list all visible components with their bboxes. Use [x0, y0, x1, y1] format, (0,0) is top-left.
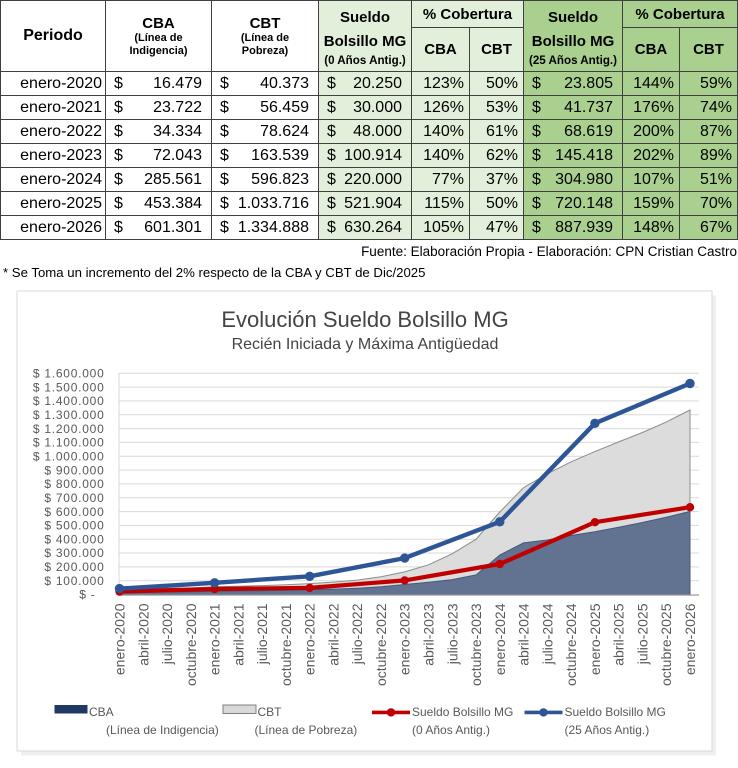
svg-text:(0 Años Antig.): (0 Años Antig.): [412, 723, 490, 737]
svg-text:$ 900.000: $ 900.000: [44, 463, 104, 477]
svg-text:$ 200.000: $ 200.000: [44, 560, 104, 574]
svg-text:Sueldo Bolsillo MG: Sueldo Bolsillo MG: [412, 705, 513, 719]
svg-text:Recién Iniciada y Máxima Antig: Recién Iniciada y Máxima Antigüedad: [232, 336, 499, 353]
svg-text:$ 1.100.000: $ 1.100.000: [33, 436, 105, 450]
svg-text:(Línea de Indigencia): (Línea de Indigencia): [106, 723, 219, 737]
svg-text:octubre-2020: octubre-2020: [183, 603, 199, 686]
svg-text:$ 1.400.000: $ 1.400.000: [33, 394, 105, 408]
svg-text:enero-2024: enero-2024: [492, 603, 508, 675]
svg-text:abril-2020: abril-2020: [135, 603, 151, 665]
svg-text:enero-2025: enero-2025: [587, 603, 603, 675]
svg-text:$ 500.000: $ 500.000: [44, 519, 104, 533]
svg-text:julio-2025: julio-2025: [634, 603, 650, 665]
svg-text:enero-2020: enero-2020: [112, 603, 128, 675]
svg-text:$ 1.300.000: $ 1.300.000: [33, 408, 105, 422]
svg-text:$ 400.000: $ 400.000: [44, 532, 104, 546]
svg-text:enero-2023: enero-2023: [397, 603, 413, 675]
svg-text:$ 1.500.000: $ 1.500.000: [33, 380, 105, 394]
svg-text:$ 1.000.000: $ 1.000.000: [33, 449, 105, 463]
svg-text:abril-2025: abril-2025: [611, 603, 627, 665]
svg-text:julio-2023: julio-2023: [444, 603, 460, 665]
svg-text:$ 1.200.000: $ 1.200.000: [33, 422, 105, 436]
svg-text:$ -: $ -: [79, 588, 95, 602]
svg-text:Evolución Sueldo Bolsillo MG: Evolución Sueldo Bolsillo MG: [221, 307, 508, 332]
svg-text:$ 100.000: $ 100.000: [44, 574, 104, 588]
svg-text:(Línea de Pobreza): (Línea de Pobreza): [255, 723, 358, 737]
svg-text:$ 600.000: $ 600.000: [44, 505, 104, 519]
svg-text:enero-2026: enero-2026: [682, 603, 698, 675]
svg-text:abril-2023: abril-2023: [421, 603, 437, 665]
svg-text:julio-2024: julio-2024: [539, 603, 555, 665]
svg-text:enero-2021: enero-2021: [207, 603, 223, 675]
svg-text:CBA: CBA: [89, 705, 114, 719]
svg-text:octubre-2023: octubre-2023: [468, 603, 484, 686]
svg-text:abril-2021: abril-2021: [230, 603, 246, 665]
svg-text:CBT: CBT: [258, 705, 283, 719]
svg-text:$ 700.000: $ 700.000: [44, 491, 104, 505]
svg-text:julio-2020: julio-2020: [159, 603, 175, 665]
svg-text:julio-2022: julio-2022: [349, 603, 365, 665]
svg-text:octubre-2022: octubre-2022: [373, 603, 389, 686]
svg-text:enero-2022: enero-2022: [302, 603, 318, 675]
svg-text:julio-2021: julio-2021: [254, 603, 270, 665]
svg-text:(25 Años Antig.): (25 Años Antig.): [565, 723, 650, 737]
svg-text:$ 1.600.000: $ 1.600.000: [33, 367, 105, 381]
svg-text:octubre-2025: octubre-2025: [658, 603, 674, 686]
svg-text:abril-2024: abril-2024: [516, 603, 532, 665]
svg-text:abril-2022: abril-2022: [325, 603, 341, 665]
svg-text:octubre-2021: octubre-2021: [278, 603, 294, 686]
svg-text:Sueldo Bolsillo MG: Sueldo Bolsillo MG: [565, 705, 666, 719]
svg-text:$ 800.000: $ 800.000: [44, 477, 104, 491]
svg-text:octubre-2024: octubre-2024: [563, 603, 579, 686]
svg-text:$ 300.000: $ 300.000: [44, 546, 104, 560]
